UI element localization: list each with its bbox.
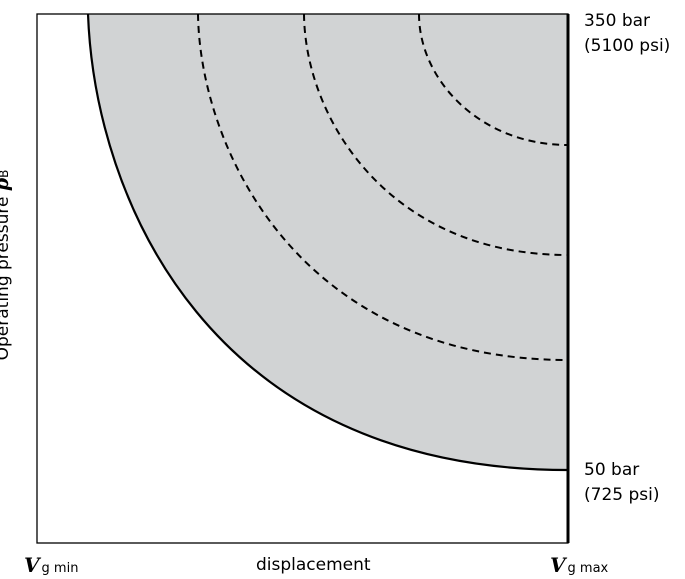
vg-max-symbol: V — [550, 553, 566, 577]
dashed-power-curve-2 — [303, 13, 569, 256]
dashed-power-curve-3 — [418, 13, 569, 146]
dashed-power-curve-1 — [197, 13, 569, 361]
vg-min-subscript: g min — [41, 561, 79, 576]
vg-min-symbol: V — [24, 553, 40, 577]
x-axis-label: displacement — [256, 555, 371, 575]
max-pressure-label: 350 bar (5100 psi) — [584, 11, 670, 57]
max-pressure-bar: 350 bar — [584, 11, 651, 31]
max-pressure-psi: (5100 psi) — [584, 36, 671, 56]
power-limit-curve — [86, 13, 569, 472]
pressure-subscript: B — [0, 170, 11, 178]
min-pressure-label: 50 bar (725 psi) — [584, 460, 660, 506]
min-pressure-psi: (725 psi) — [584, 485, 660, 505]
y-axis-label-text: Operating pressure — [0, 196, 13, 361]
vg-max-subscript: g max — [567, 561, 609, 576]
min-pressure-bar: 50 bar — [584, 460, 640, 480]
pressure-symbol: p — [0, 178, 13, 191]
operating-range-area — [88, 14, 568, 470]
